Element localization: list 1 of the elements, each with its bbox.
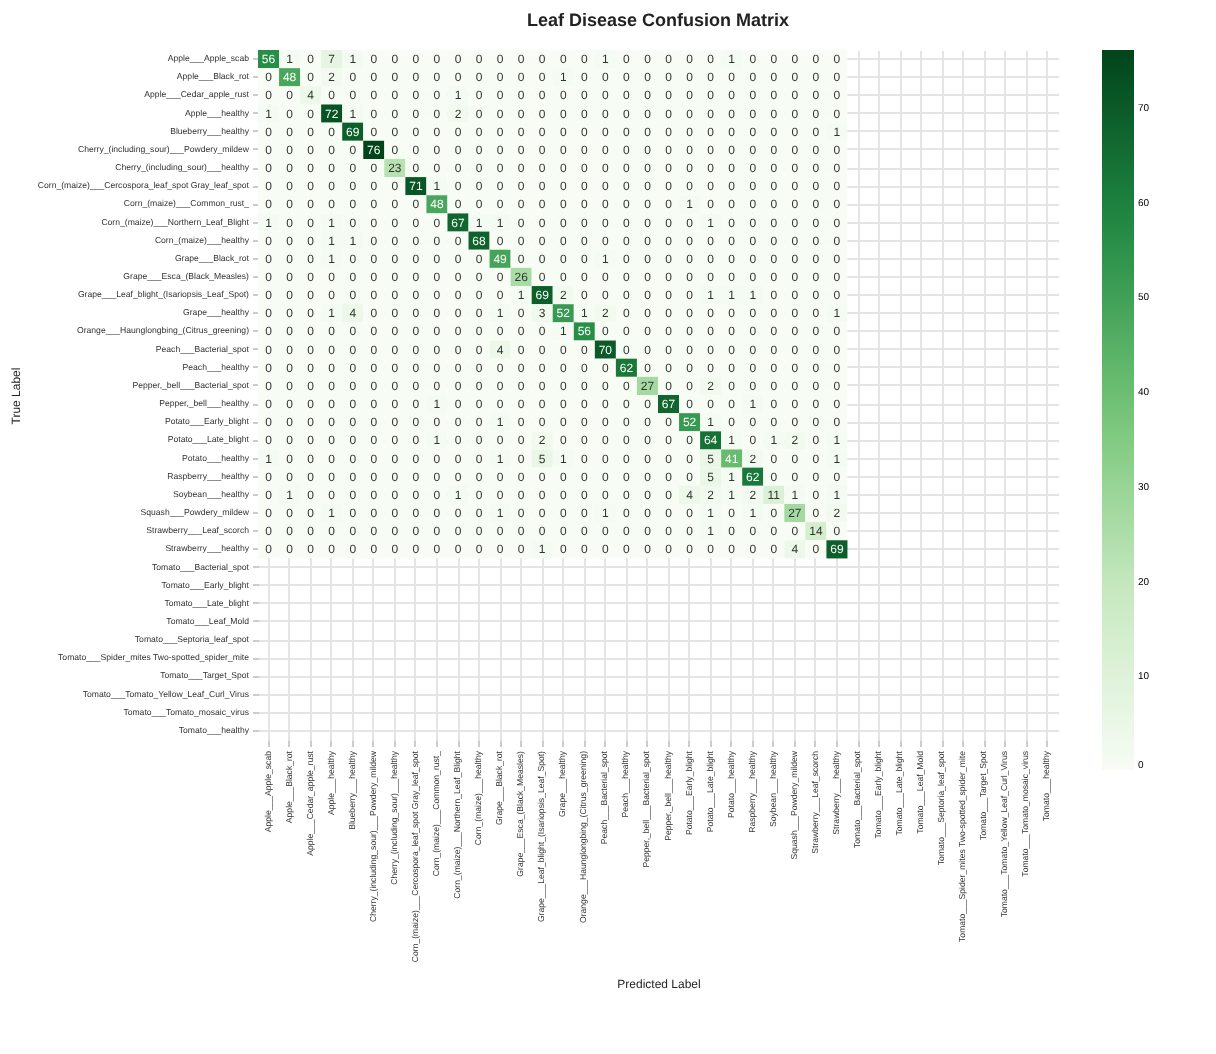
chart-title: Leaf Disease Confusion Matrix bbox=[526, 10, 790, 30]
